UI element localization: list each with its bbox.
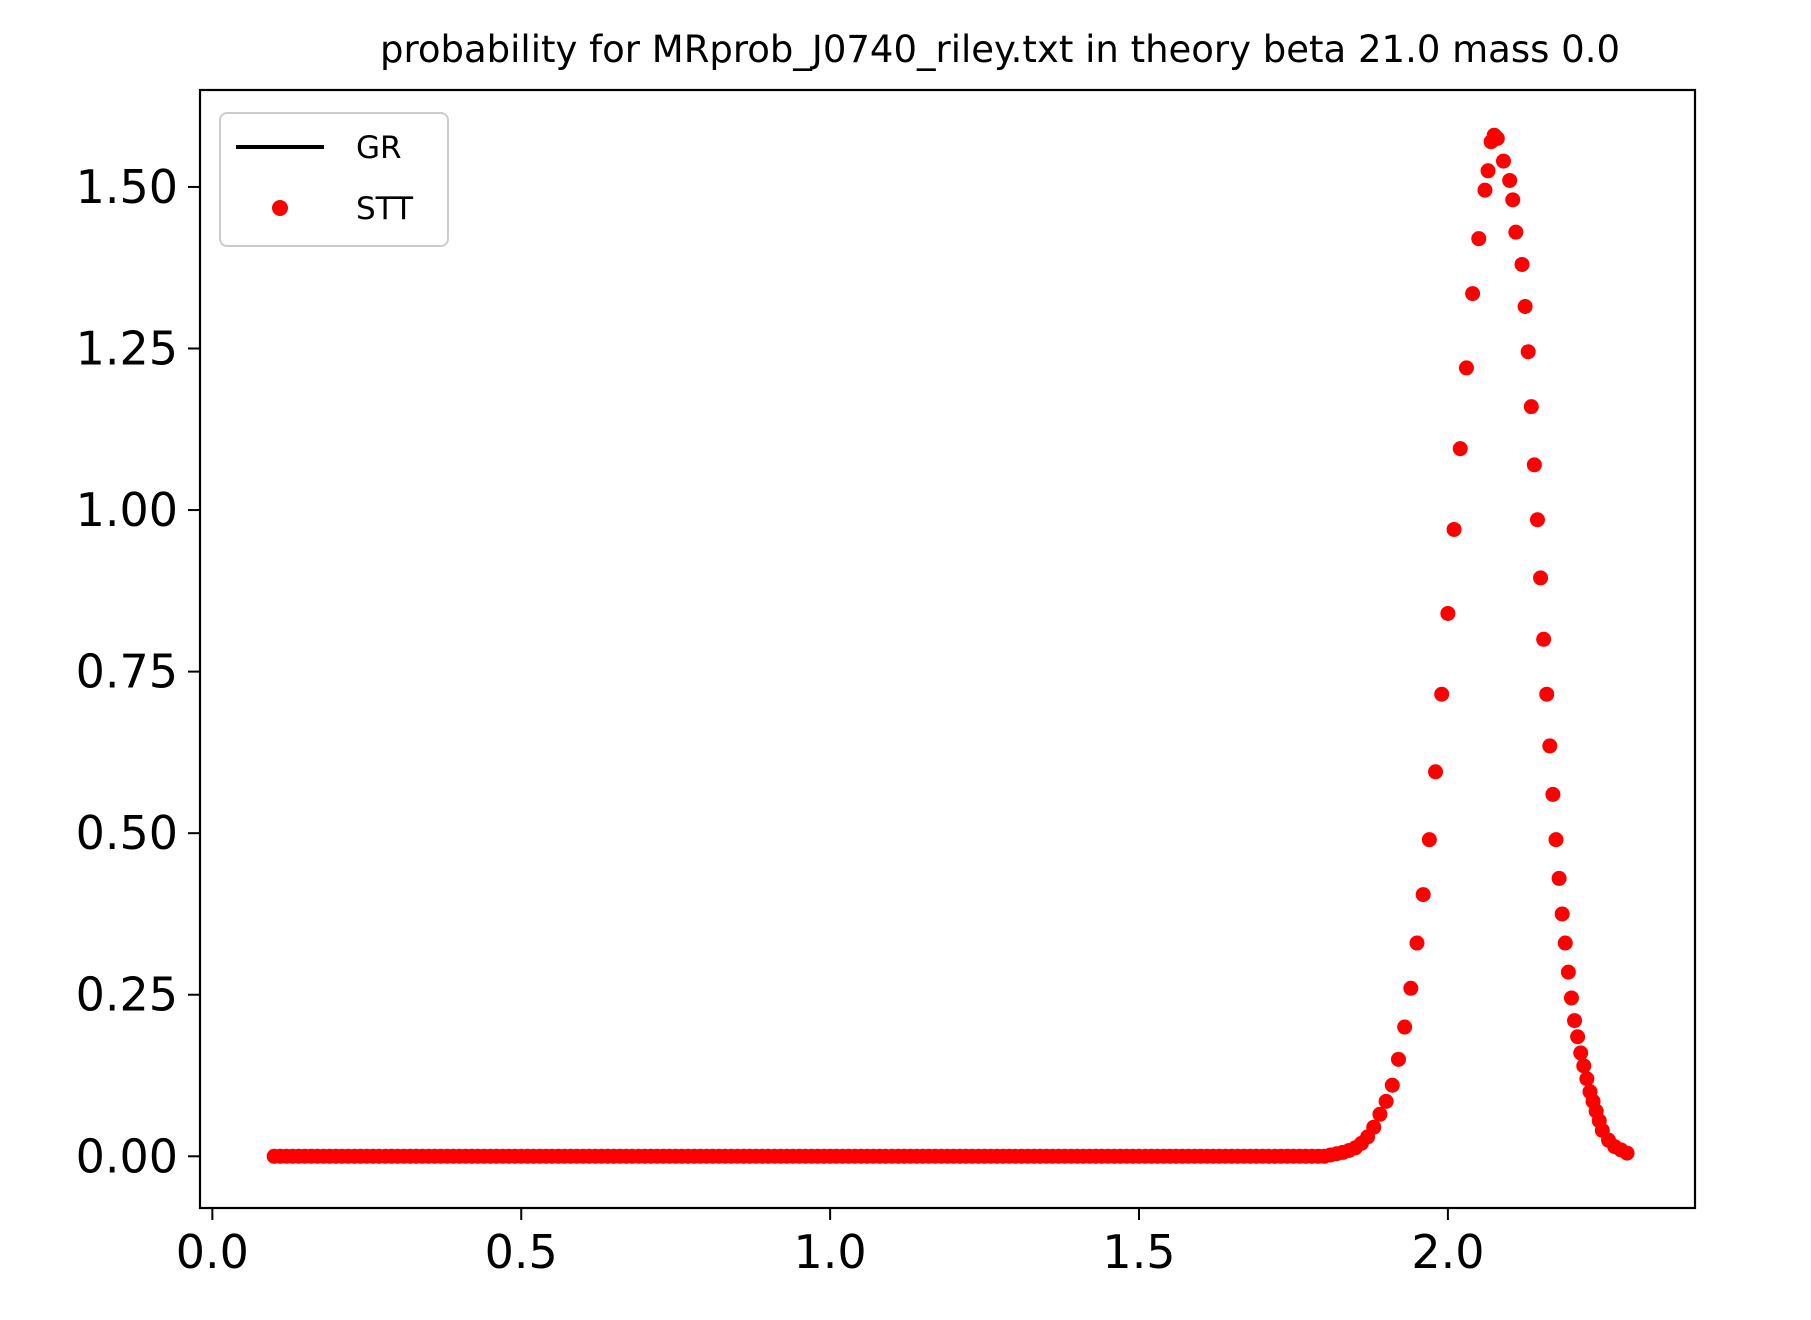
stt-point bbox=[1520, 344, 1536, 360]
stt-point bbox=[1545, 786, 1561, 802]
legend-label-stt: STT bbox=[356, 191, 414, 227]
stt-point bbox=[1434, 686, 1450, 702]
stt-point bbox=[1465, 286, 1481, 302]
stt-point bbox=[1403, 980, 1419, 996]
y-tick-label: 1.25 bbox=[76, 321, 178, 375]
x-tick-label: 0.0 bbox=[176, 1225, 249, 1279]
stt-point bbox=[1573, 1045, 1589, 1061]
y-tick-label: 1.00 bbox=[76, 483, 178, 537]
stt-point bbox=[1523, 399, 1539, 415]
stt-point bbox=[1477, 182, 1493, 198]
legend-label-gr: GR bbox=[356, 130, 402, 166]
stt-point bbox=[1529, 512, 1545, 528]
stt-point bbox=[1570, 1029, 1586, 1045]
stt-point bbox=[1428, 764, 1444, 780]
stt-point bbox=[1579, 1071, 1595, 1087]
y-tick-label: 0.50 bbox=[76, 806, 178, 860]
stt-point bbox=[1563, 990, 1579, 1006]
stt-point bbox=[1390, 1051, 1406, 1067]
stt-point bbox=[1480, 163, 1496, 179]
axes: 0.0 0.5 1.0 1.5 2.0 0.00 0.25 0.50 0.75 1.00 1.25 1… bbox=[76, 88, 1697, 1279]
stt-point bbox=[1619, 1145, 1635, 1161]
stt-point bbox=[1542, 738, 1558, 754]
stt-point bbox=[1446, 521, 1462, 537]
stt-point bbox=[1554, 906, 1570, 922]
stt-point bbox=[1514, 256, 1530, 272]
stt-point bbox=[1378, 1093, 1394, 1109]
y-tick-label: 1.50 bbox=[76, 160, 178, 214]
plot-area bbox=[266, 127, 1635, 1164]
stt-point bbox=[1548, 832, 1564, 848]
stt-point bbox=[1517, 298, 1533, 314]
stt-point bbox=[1489, 130, 1505, 146]
stt-point bbox=[1366, 1119, 1382, 1135]
stt-point bbox=[1415, 887, 1431, 903]
stt-point bbox=[1384, 1077, 1400, 1093]
y-tick-label: 0.00 bbox=[76, 1129, 178, 1183]
stt-point bbox=[1560, 964, 1576, 980]
stt-point bbox=[1567, 1013, 1583, 1029]
plot-frame bbox=[198, 88, 1697, 1210]
chart-title: probability for MRprob_J0740_riley.txt i… bbox=[380, 28, 1620, 71]
stt-point bbox=[1458, 360, 1474, 376]
stt-point bbox=[1533, 570, 1549, 586]
legend: GR STT bbox=[219, 112, 449, 247]
stt-point bbox=[1372, 1106, 1388, 1122]
stt-point bbox=[1440, 605, 1456, 621]
legend-frame bbox=[219, 112, 449, 247]
y-tick-label: 0.75 bbox=[76, 645, 178, 699]
x-tick-label: 0.5 bbox=[485, 1225, 558, 1279]
stt-point bbox=[1526, 457, 1542, 473]
stt-point bbox=[1471, 231, 1487, 247]
y-tick-label: 0.25 bbox=[76, 968, 178, 1022]
x-tick-label: 1.5 bbox=[1102, 1225, 1175, 1279]
stt-point bbox=[1502, 172, 1518, 188]
stt-point bbox=[1508, 224, 1524, 240]
stt-point bbox=[1421, 832, 1437, 848]
stt-point bbox=[1551, 870, 1567, 886]
stt-point bbox=[1557, 935, 1573, 951]
stt-point bbox=[1452, 441, 1468, 457]
x-tick-label: 2.0 bbox=[1411, 1225, 1484, 1279]
stt-point bbox=[1536, 631, 1552, 647]
stt-point bbox=[1539, 686, 1555, 702]
stt-point bbox=[1576, 1058, 1592, 1074]
x-tick-label: 1.0 bbox=[794, 1225, 867, 1279]
stt-point bbox=[1409, 935, 1425, 951]
stt-point bbox=[1397, 1019, 1413, 1035]
stt-point bbox=[1495, 153, 1511, 169]
legend-stt-marker bbox=[272, 200, 288, 216]
stt-point bbox=[1505, 192, 1521, 208]
